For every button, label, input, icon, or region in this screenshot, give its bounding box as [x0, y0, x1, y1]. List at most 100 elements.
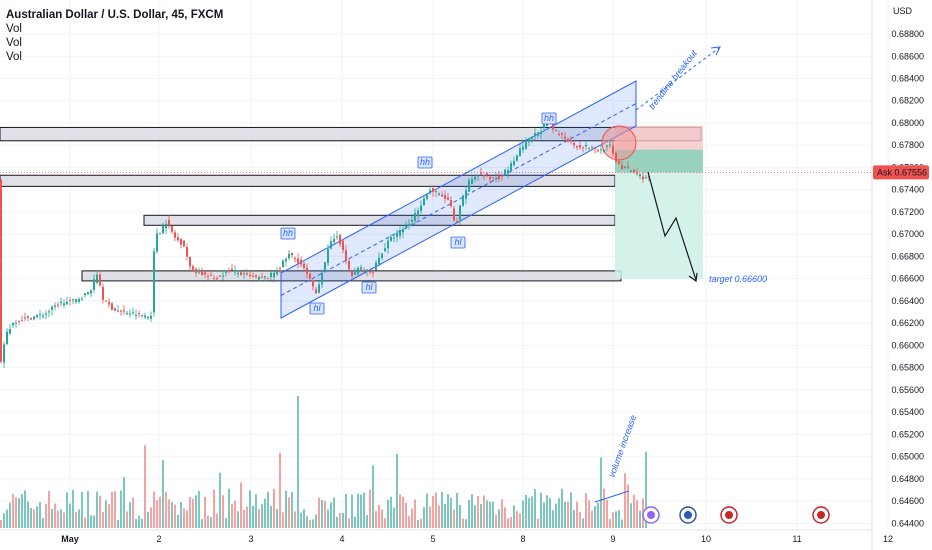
candle: [63, 299, 65, 309]
candle: [639, 173, 641, 180]
candle: [132, 307, 134, 316]
volume-bar: [516, 511, 518, 528]
candle: [453, 205, 455, 222]
volume-bar: [54, 503, 56, 528]
volume-bar: [6, 509, 8, 528]
pivot-box: [450, 236, 466, 249]
time-tick-label: 5: [430, 534, 435, 544]
volume-bar: [486, 500, 488, 528]
rising-channel[interactable]: [280, 80, 637, 319]
candle: [138, 310, 140, 318]
volume-bar: [513, 505, 515, 528]
volume-bar: [60, 509, 62, 528]
volume-bar: [357, 493, 359, 528]
price-tick-label: 0.64800: [891, 474, 924, 484]
indicator-vol-1[interactable]: Vol: [6, 23, 22, 35]
trendline-breakout-label: trendline breakout: [647, 48, 700, 111]
volume-bar: [102, 512, 104, 528]
price-tick-label: 0.66000: [891, 340, 924, 350]
volume-bar: [312, 519, 314, 528]
candle: [642, 172, 644, 184]
candle: [426, 193, 428, 201]
candle: [360, 264, 362, 272]
volume-bar: [276, 509, 278, 528]
volume-trendline[interactable]: [594, 490, 630, 503]
candle: [39, 310, 41, 320]
candle: [147, 315, 149, 321]
time-axis[interactable]: May 2 3 4 5 8 9 10 11 12: [0, 529, 893, 544]
volume-bar: [378, 504, 380, 528]
candle: [255, 274, 257, 279]
volume-bar: [204, 496, 206, 528]
volume-bar: [414, 499, 416, 528]
chart-grid: [0, 0, 889, 530]
price-tick-label: 0.67000: [891, 229, 924, 239]
volume-bar: [474, 505, 476, 528]
candle: [534, 128, 536, 141]
volume-bar: [429, 506, 431, 528]
volume-bar: [609, 519, 611, 528]
candle: [429, 185, 431, 195]
channel-fill[interactable]: [280, 80, 637, 319]
volume-bar: [24, 490, 26, 528]
volume-bar: [426, 493, 428, 528]
volume-bar: [498, 509, 500, 528]
volume-bar: [534, 489, 536, 528]
candle: [570, 135, 572, 145]
volume-bar: [216, 513, 218, 528]
breakout-circle[interactable]: [601, 125, 637, 161]
candle: [57, 302, 59, 309]
price-axis[interactable]: 0.68800 0.68600 0.68400 0.68200 0.68000 0.678…: [871, 0, 929, 550]
candle: [390, 234, 392, 243]
volume-bar: [435, 492, 437, 528]
volume-bar: [282, 512, 284, 528]
volume-bar: [111, 491, 113, 528]
candle: [336, 231, 338, 240]
indicator-vol-2[interactable]: Vol: [6, 37, 22, 49]
price-tick-label: 0.68600: [891, 51, 924, 61]
candle: [354, 267, 356, 276]
projection-path[interactable]: [647, 171, 697, 281]
volume-bar: [396, 453, 398, 528]
volume-bar: [309, 519, 311, 528]
candle: [522, 143, 524, 154]
volume-bar: [72, 489, 74, 528]
price-tick-label: 0.65000: [891, 452, 924, 462]
candle: [120, 309, 122, 316]
volume-bar: [345, 493, 347, 528]
pivot-label: hl: [454, 237, 462, 247]
candle: [330, 236, 332, 250]
volume-bar: [12, 493, 14, 528]
economic-events[interactable]: [642, 506, 830, 524]
take-profit-area[interactable]: [615, 172, 703, 279]
candle: [261, 272, 263, 278]
breakout-arrow[interactable]: [635, 47, 720, 111]
volume-bar: [483, 495, 485, 528]
volume-bar: [177, 514, 179, 528]
volume-bar: [33, 509, 35, 528]
volume-bar: [561, 488, 563, 528]
candle: [387, 237, 389, 254]
price-tick-label: 0.68400: [891, 74, 924, 84]
price-tick-label: 0.68000: [891, 118, 924, 128]
price-tick-label: 0.66200: [891, 318, 924, 328]
candle: [252, 272, 254, 278]
volume-bar: [558, 498, 560, 528]
volume-bar: [342, 512, 344, 528]
volume-bar: [597, 502, 599, 528]
volume-bar: [555, 503, 557, 528]
volume-bar: [27, 501, 29, 528]
ask-price-tag[interactable]: [873, 165, 929, 180]
volume-bar: [381, 509, 383, 528]
candle: [174, 229, 176, 242]
volume-bar: [351, 494, 353, 528]
candle: [363, 267, 365, 275]
candle: [30, 317, 32, 320]
candle: [246, 269, 248, 277]
candle: [624, 165, 626, 169]
volume-bar: [159, 496, 161, 528]
candle: [48, 309, 50, 317]
indicator-vol-3[interactable]: Vol: [6, 51, 22, 63]
candle: [273, 271, 275, 283]
